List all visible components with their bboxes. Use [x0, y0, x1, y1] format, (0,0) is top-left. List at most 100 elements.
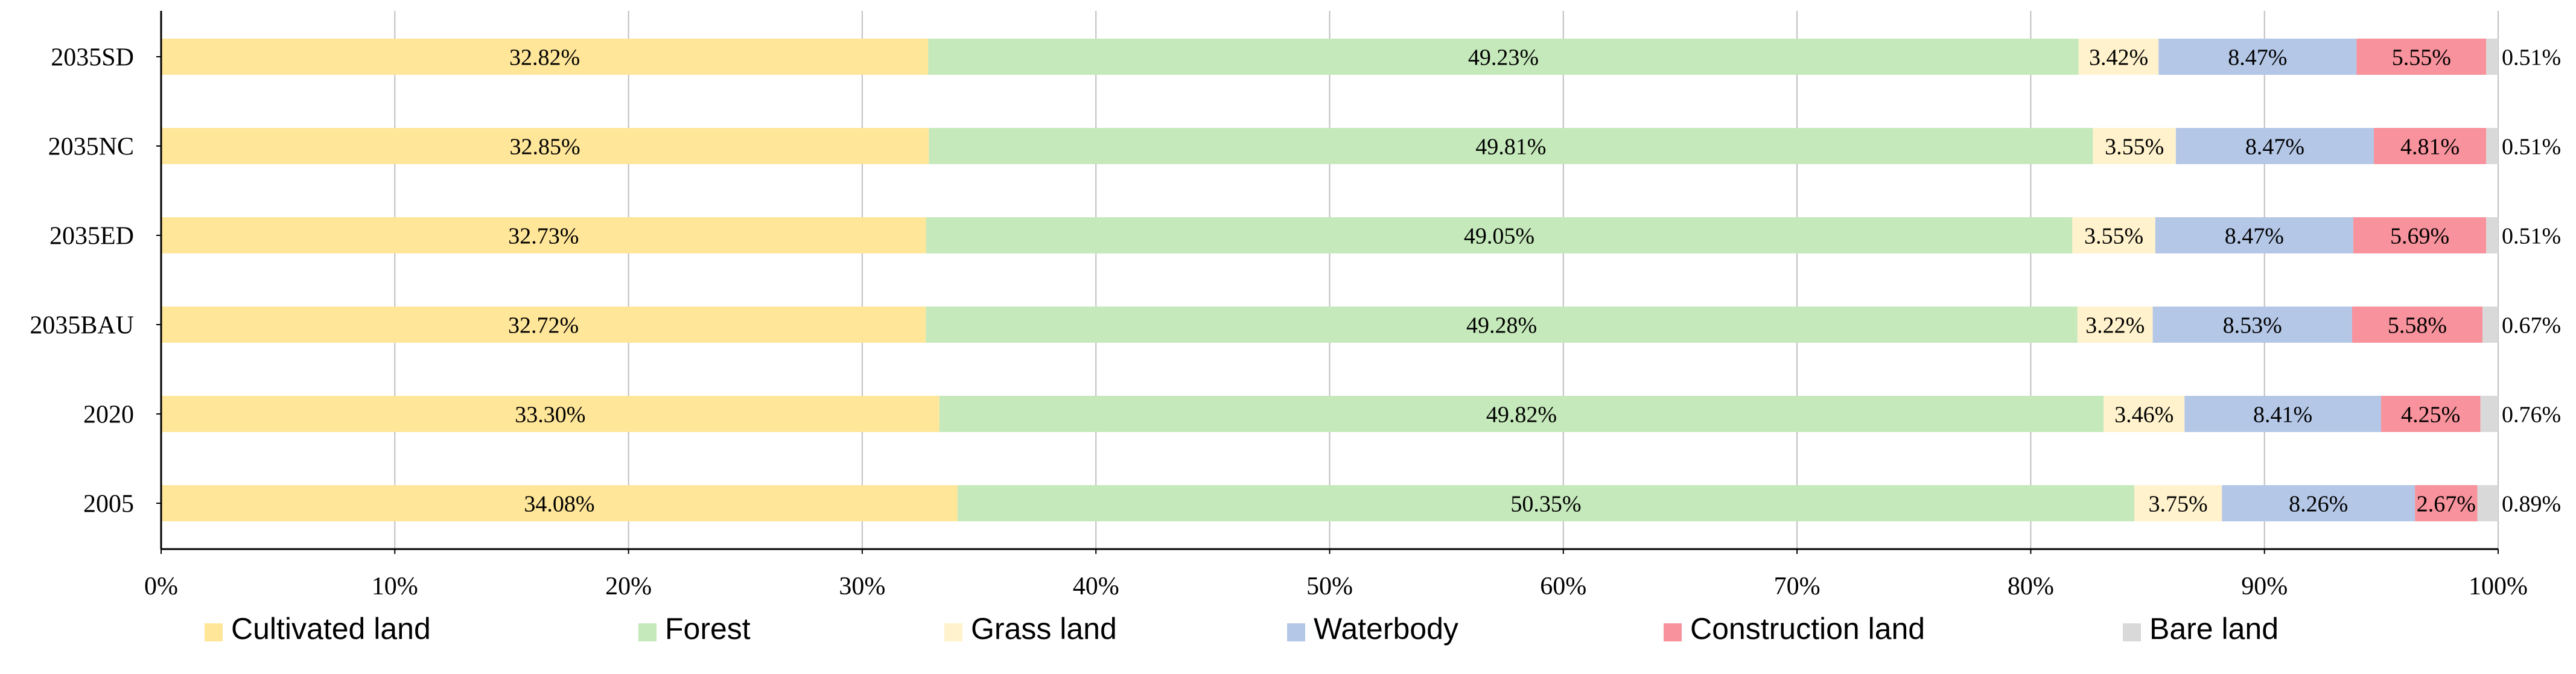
data-label: 0.51%: [2502, 134, 2561, 159]
data-label: 3.46%: [2114, 402, 2174, 427]
bar-segment: [2486, 128, 2498, 164]
legend-item: Bare land: [2123, 612, 2279, 646]
bar-segment: [2222, 485, 2415, 521]
y-tick-label: 2020: [83, 401, 134, 429]
data-label: 3.22%: [2085, 313, 2145, 338]
data-label: 49.28%: [1466, 313, 1537, 338]
data-label: 49.05%: [1464, 223, 1534, 249]
data-label: 8.53%: [2223, 313, 2282, 338]
x-tick-label: 10%: [372, 573, 418, 600]
bar-segment: [926, 307, 2078, 343]
data-labels-layer: 32.82% 49.23% 3.42% 8.47% 5.55% 0.51% 32.85% 49…: [508, 45, 2561, 517]
legend-item: Waterbody: [1287, 612, 1458, 646]
x-tick-label: 90%: [2241, 573, 2288, 600]
legend-swatch: [1287, 623, 1305, 641]
bar-segment: [161, 485, 958, 521]
bar-segment: [2155, 217, 2353, 253]
data-label: 3.55%: [2105, 134, 2164, 159]
bar-segment: [2477, 485, 2498, 521]
legend-swatch: [638, 623, 657, 641]
data-label: 33.30%: [515, 402, 585, 427]
y-tick-label: 2035NC: [48, 133, 134, 161]
bar-segment: [2078, 39, 2159, 75]
data-label: 0.51%: [2502, 45, 2561, 70]
data-label: 8.47%: [2228, 45, 2287, 70]
data-label: 32.72%: [508, 313, 579, 338]
x-tick-label: 80%: [2008, 573, 2054, 600]
x-tick-label: 30%: [839, 573, 885, 600]
legend-label: Bare land: [2149, 612, 2279, 646]
bar-segment: [926, 217, 2073, 253]
data-label: 8.26%: [2289, 491, 2348, 517]
bar-segment: [2482, 307, 2498, 343]
legend: Cultivated land Forest Grass land Waterbody…: [205, 612, 2279, 646]
bar-segment: [939, 396, 2104, 432]
axis-layer: 0% 10% 20% 30% 40% 50% 60% 70% 80% 90% 100% 2035SD 2…: [30, 11, 2528, 600]
legend-label: Grass land: [971, 612, 1117, 646]
legend-swatch: [1664, 623, 1682, 641]
legend-item: Cultivated land: [205, 612, 431, 646]
data-label: 3.55%: [2084, 223, 2143, 249]
bar-segment: [2356, 39, 2487, 75]
data-label: 34.08%: [524, 491, 594, 517]
data-label: 4.81%: [2400, 134, 2460, 159]
x-tick-label: 70%: [1774, 573, 1821, 600]
legend-swatch: [205, 623, 223, 641]
bar-segment: [161, 307, 926, 343]
data-label: 5.55%: [2392, 45, 2451, 70]
legend-item: Construction land: [1664, 612, 1925, 646]
data-label: 32.85%: [510, 134, 580, 159]
bar-segment: [161, 39, 929, 75]
data-label: 49.81%: [1475, 134, 1546, 159]
legend-swatch: [2123, 623, 2141, 641]
legend-label: Cultivated land: [231, 612, 431, 646]
y-tick-label: 2035BAU: [30, 312, 134, 340]
data-label: 8.41%: [2253, 402, 2312, 427]
legend-item: Forest: [638, 612, 751, 646]
legend-label: Forest: [665, 612, 751, 646]
x-tick-label: 50%: [1306, 573, 1353, 600]
bar-segment: [161, 396, 940, 432]
bar-segment: [2353, 217, 2487, 253]
bar-segment: [2480, 396, 2498, 432]
data-label: 32.82%: [509, 45, 580, 70]
data-label: 3.75%: [2149, 491, 2208, 517]
bar-segment: [2415, 485, 2478, 521]
y-tick-label: 2035ED: [49, 223, 134, 250]
bar-segment: [2373, 128, 2487, 164]
legend-swatch: [944, 623, 962, 641]
data-label: 32.73%: [508, 223, 579, 249]
legend-item: Grass land: [944, 612, 1117, 646]
x-tick-label: 100%: [2469, 573, 2528, 600]
y-tick-label: 2005: [83, 491, 134, 518]
bar-segment: [161, 128, 929, 164]
data-label: 5.69%: [2390, 223, 2449, 249]
y-tick-label: 2035SD: [51, 44, 134, 72]
bar-segment: [2158, 39, 2357, 75]
grid-layer: [394, 11, 2499, 549]
bar-segment: [2184, 396, 2381, 432]
data-label: 0.51%: [2502, 223, 2561, 249]
bar-segment: [929, 128, 2093, 164]
data-label: 50.35%: [1510, 491, 1581, 517]
bar-segment: [2093, 128, 2176, 164]
x-tick-label: 60%: [1540, 573, 1586, 600]
data-label: 0.67%: [2502, 313, 2561, 338]
bar-segment: [2486, 39, 2498, 75]
bar-segment: [2152, 307, 2352, 343]
data-label: 3.42%: [2089, 45, 2148, 70]
x-tick-label: 20%: [605, 573, 652, 600]
data-label: 5.58%: [2388, 313, 2447, 338]
bar-segment: [928, 39, 2079, 75]
x-tick-label: 40%: [1073, 573, 1119, 600]
bar-segment: [2175, 128, 2374, 164]
bar-segment: [2077, 307, 2153, 343]
bar-segment: [2352, 307, 2483, 343]
data-label: 8.47%: [2245, 134, 2304, 159]
bar-segment: [2072, 217, 2155, 253]
legend-label: Construction land: [1690, 612, 1925, 646]
data-label: 2.67%: [2417, 491, 2476, 517]
data-label: 0.89%: [2502, 491, 2561, 517]
